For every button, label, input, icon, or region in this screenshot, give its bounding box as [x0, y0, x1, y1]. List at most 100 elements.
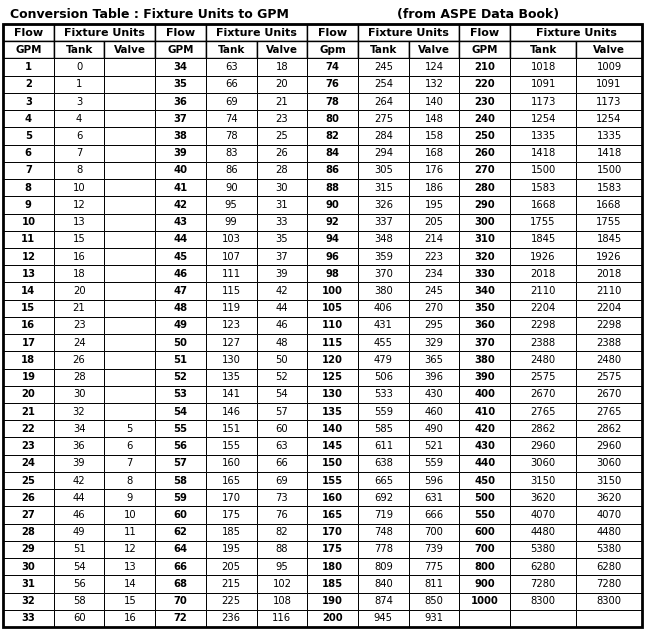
Text: 1018: 1018: [530, 62, 556, 72]
Bar: [459, 179, 510, 197]
Bar: [155, 317, 206, 334]
Text: 3060: 3060: [531, 459, 556, 468]
Bar: [257, 455, 307, 472]
Text: 123: 123: [222, 321, 241, 331]
Bar: [459, 231, 510, 248]
Text: 250: 250: [475, 131, 495, 141]
Bar: [307, 334, 358, 352]
Text: GPM: GPM: [167, 45, 194, 55]
Bar: [257, 610, 307, 627]
Bar: [307, 179, 358, 197]
Text: 2298: 2298: [530, 321, 556, 331]
Text: 52: 52: [174, 372, 188, 382]
Bar: [510, 41, 576, 59]
Text: 1583: 1583: [530, 183, 556, 193]
Text: 47: 47: [174, 286, 188, 296]
Bar: [155, 610, 206, 627]
Text: 7: 7: [76, 148, 83, 158]
Bar: [510, 110, 576, 127]
Text: 320: 320: [475, 251, 495, 261]
Bar: [54, 179, 104, 197]
Bar: [104, 317, 155, 334]
Bar: [510, 489, 576, 507]
Bar: [510, 59, 576, 76]
Text: 58: 58: [174, 476, 188, 486]
Bar: [576, 214, 642, 231]
Text: 175: 175: [322, 544, 343, 554]
Text: 41: 41: [174, 183, 188, 193]
Text: 1009: 1009: [597, 62, 622, 72]
Text: 160: 160: [322, 493, 343, 503]
Bar: [104, 231, 155, 248]
Bar: [257, 507, 307, 524]
Text: 348: 348: [374, 234, 393, 244]
Bar: [206, 610, 257, 627]
Bar: [307, 214, 358, 231]
Bar: [3, 386, 54, 403]
Bar: [510, 437, 576, 455]
Bar: [576, 248, 642, 265]
Bar: [510, 610, 576, 627]
Bar: [307, 593, 358, 610]
Text: 30: 30: [275, 183, 288, 193]
Bar: [104, 369, 155, 386]
Text: 18: 18: [73, 269, 85, 279]
Text: 50: 50: [174, 338, 188, 348]
Bar: [307, 420, 358, 437]
Bar: [104, 127, 155, 145]
Text: 26: 26: [275, 148, 288, 158]
Bar: [257, 127, 307, 145]
Bar: [54, 334, 104, 352]
Bar: [358, 489, 409, 507]
Bar: [3, 265, 54, 282]
Text: 110: 110: [322, 321, 343, 331]
Bar: [409, 76, 459, 93]
Bar: [206, 41, 257, 59]
Bar: [510, 214, 576, 231]
Text: 225: 225: [222, 596, 241, 606]
Text: 2204: 2204: [597, 303, 622, 313]
Bar: [409, 317, 459, 334]
Text: 533: 533: [374, 389, 393, 399]
Text: 37: 37: [174, 114, 188, 123]
Text: 195: 195: [222, 544, 241, 554]
Text: 2960: 2960: [597, 441, 622, 451]
Text: 44: 44: [73, 493, 85, 503]
Bar: [358, 76, 409, 93]
Bar: [409, 524, 459, 541]
Bar: [54, 231, 104, 248]
Text: 270: 270: [424, 303, 444, 313]
Text: 1254: 1254: [597, 114, 622, 123]
Text: 400: 400: [474, 389, 495, 399]
Text: 20: 20: [275, 79, 288, 89]
Text: 1091: 1091: [597, 79, 622, 89]
Bar: [510, 197, 576, 214]
Text: 13: 13: [73, 217, 85, 227]
Text: 32: 32: [21, 596, 35, 606]
Text: 20: 20: [21, 389, 35, 399]
Bar: [155, 403, 206, 420]
Text: 2575: 2575: [596, 372, 622, 382]
Bar: [104, 334, 155, 352]
Text: 380: 380: [475, 355, 495, 365]
Text: 108: 108: [272, 596, 292, 606]
Text: 155: 155: [322, 476, 343, 486]
Text: 140: 140: [322, 424, 343, 434]
Text: 748: 748: [374, 527, 393, 537]
Bar: [576, 145, 642, 162]
Bar: [257, 558, 307, 575]
Bar: [257, 593, 307, 610]
Text: 360: 360: [475, 321, 495, 331]
Text: 6280: 6280: [530, 562, 556, 571]
Text: 185: 185: [222, 527, 241, 537]
Bar: [257, 110, 307, 127]
Bar: [206, 403, 257, 420]
Text: 1254: 1254: [530, 114, 556, 123]
Bar: [576, 265, 642, 282]
Text: 186: 186: [424, 183, 444, 193]
Text: 3: 3: [25, 96, 32, 106]
Bar: [206, 369, 257, 386]
Text: 176: 176: [424, 166, 444, 175]
Text: 26: 26: [73, 355, 85, 365]
Bar: [358, 541, 409, 558]
